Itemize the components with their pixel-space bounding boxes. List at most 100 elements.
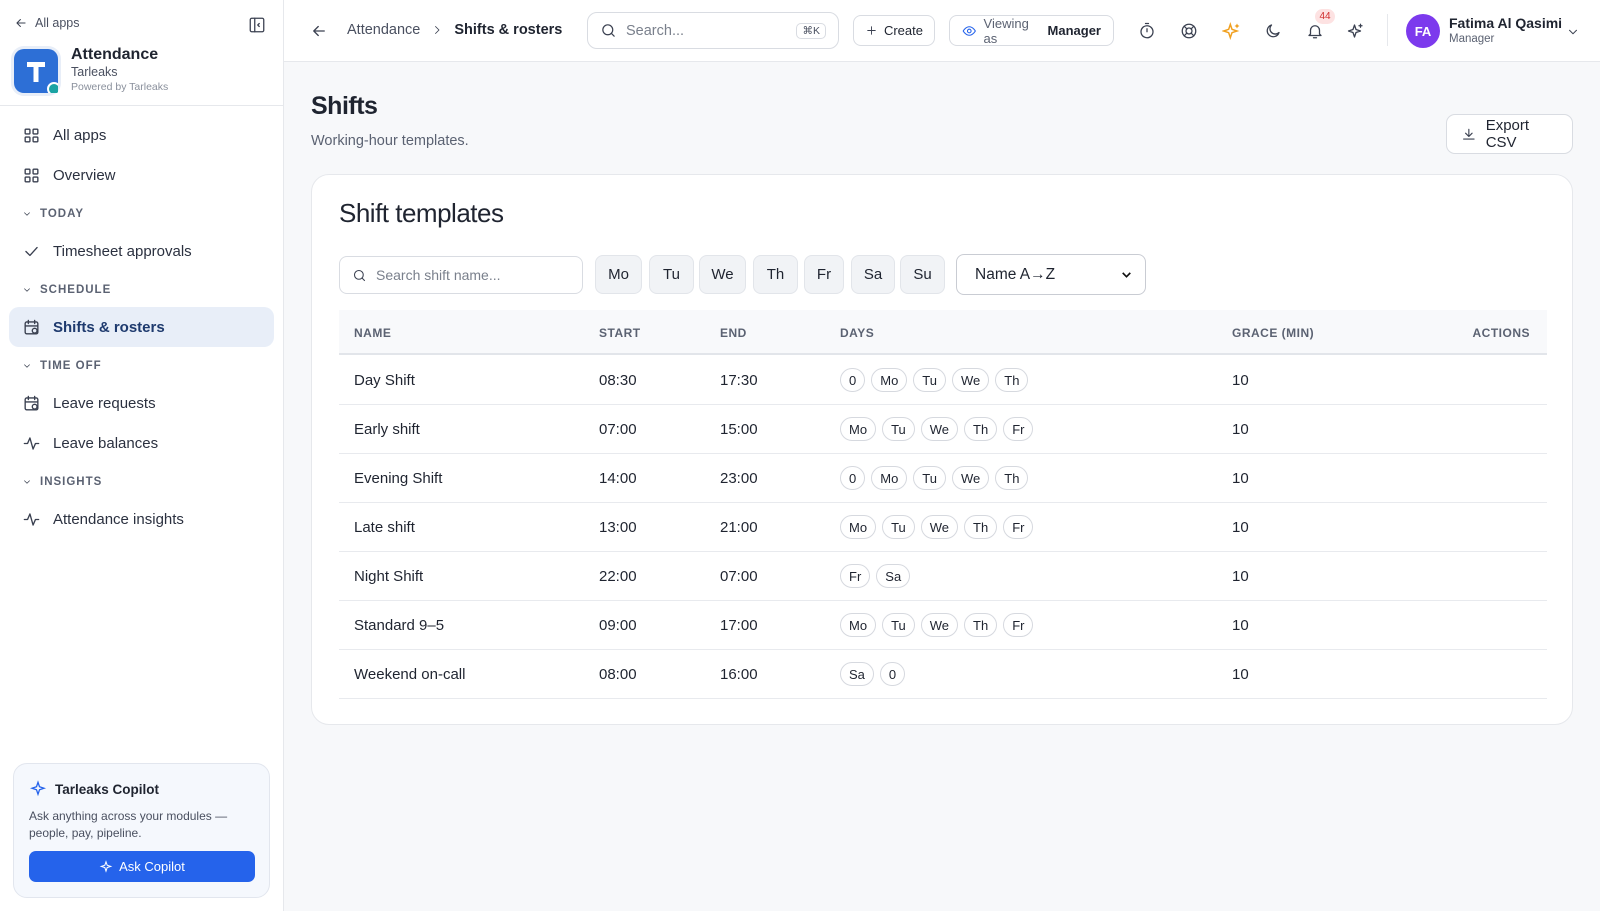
app-name: Attendance: [71, 46, 159, 63]
day-filter[interactable]: Sa: [851, 255, 895, 294]
sparkle-icon[interactable]: [1347, 22, 1365, 40]
back-button[interactable]: [310, 22, 328, 40]
nav-item[interactable]: All apps: [9, 115, 274, 155]
back-link[interactable]: All apps: [14, 16, 79, 30]
nav-icon: [23, 512, 40, 526]
sort-select[interactable]: Name A→Z: [956, 254, 1146, 295]
shift-days: Fr Sa: [840, 552, 916, 600]
section-title: TIME OFF: [40, 360, 102, 372]
shift-name: Night Shift: [354, 567, 424, 585]
shift-start: 22:00: [599, 567, 637, 585]
column-header: GRACE (MIN): [1232, 326, 1315, 340]
topbar: Attendance Shifts & rosters Search... ⌘K…: [284, 0, 1600, 62]
theme-icon[interactable]: [1264, 22, 1282, 40]
app-org: Tarleaks: [71, 65, 118, 79]
table-header: [339, 310, 1547, 355]
nav-label: Leave balances: [53, 434, 159, 452]
section-heading[interactable]: SCHEDULE: [22, 284, 111, 296]
day-pill: Fr: [1003, 417, 1034, 441]
chevron: [24, 212, 30, 216]
shift-name: Weekend on-call: [354, 665, 466, 683]
shift-start: 07:00: [599, 420, 637, 438]
shift-search-placeholder: Search shift name...: [376, 267, 501, 283]
nav-icon: [24, 319, 39, 335]
chevron: [24, 288, 30, 292]
avatar[interactable]: FA: [1406, 14, 1440, 48]
breadcrumb-item[interactable]: Attendance: [347, 22, 421, 38]
day-pill: Tu: [913, 466, 946, 490]
ai-icon[interactable]: [1222, 21, 1242, 41]
shift-days: Mo Tu We Th Fr: [840, 405, 1039, 453]
shift-grace: 10: [1232, 567, 1249, 585]
user-menu-chevron[interactable]: [1566, 25, 1580, 39]
day-pill: We: [920, 417, 959, 441]
nav-icon: [24, 127, 39, 143]
collapse-icon[interactable]: [248, 16, 266, 34]
viewing-label: Viewing as: [983, 15, 1029, 46]
day-pill: We: [920, 613, 959, 637]
nav-item[interactable]: Attendance insights: [9, 499, 274, 539]
help-icon[interactable]: [1180, 22, 1198, 40]
table-row[interactable]: Evening Shift 14:00 23:00 0 Mo Tu We Th 10: [339, 454, 1547, 503]
nav-label: All apps: [53, 126, 107, 144]
nav-item[interactable]: Leave requests: [9, 383, 274, 423]
sort-chevron: [1122, 272, 1131, 278]
table-row[interactable]: Night Shift 22:00 07:00 Fr Sa 10: [339, 552, 1547, 601]
viewing-as[interactable]: Viewing as Manager: [949, 15, 1114, 46]
shift-grace: 10: [1232, 371, 1249, 389]
bell-icon[interactable]: [1306, 22, 1324, 40]
nav-label: Attendance insights: [53, 510, 184, 528]
nav-icon: [24, 395, 39, 411]
day-pill: Fr: [1003, 515, 1034, 539]
user-name: Fatima Al Qasimi: [1449, 15, 1563, 31]
eye-icon: [962, 25, 976, 36]
shift-grace: 10: [1232, 469, 1249, 487]
nav-label: Shifts & rosters: [53, 318, 165, 336]
shift-start: 13:00: [599, 518, 637, 536]
column-header: NAME: [354, 326, 392, 340]
day-pill: Mo: [840, 417, 877, 441]
shift-search[interactable]: Search shift name...: [339, 256, 583, 294]
shift-days: Mo Tu We Th Fr: [840, 503, 1039, 551]
table-row[interactable]: Standard 9–5 09:00 17:00 Mo Tu We Th Fr 10: [339, 601, 1547, 650]
table-row[interactable]: Late shift 13:00 21:00 Mo Tu We Th Fr 10: [339, 503, 1547, 552]
table-row[interactable]: Early shift 07:00 15:00 Mo Tu We Th Fr 10: [339, 405, 1547, 454]
nav-item[interactable]: Shifts & rosters: [9, 307, 274, 347]
app-powered: Powered by Tarleaks: [71, 81, 169, 93]
nav-icon: [24, 167, 39, 183]
day-filter[interactable]: Mo: [595, 255, 642, 294]
nav-item[interactable]: Leave balances: [9, 423, 274, 463]
page-subtitle: Working-hour templates.: [311, 133, 469, 149]
table-row[interactable]: Weekend on-call 08:00 16:00 Sa 0 10: [339, 650, 1547, 699]
day-pill: Mo: [871, 368, 908, 392]
day-filter[interactable]: We: [699, 255, 746, 294]
shift-start: 08:30: [599, 371, 637, 389]
back-text: All apps: [35, 16, 80, 30]
day-filter[interactable]: Th: [753, 255, 798, 294]
copilot-button[interactable]: Ask Copilot: [29, 851, 255, 882]
day-filter[interactable]: Fr: [804, 255, 844, 294]
day-pill: Sa: [876, 564, 911, 588]
section-heading[interactable]: TIME OFF: [22, 360, 102, 372]
timer-icon[interactable]: [1138, 22, 1156, 40]
column-header: END: [720, 326, 747, 340]
nav-icon: [25, 246, 38, 256]
export-button[interactable]: Export CSV: [1446, 114, 1573, 154]
day-pill: Fr: [1003, 613, 1034, 637]
day-pill: We: [952, 368, 990, 392]
day-pill: Th: [964, 613, 998, 637]
nav-item[interactable]: Overview: [9, 155, 274, 195]
shift-days: Mo Tu We Th Fr: [840, 601, 1039, 649]
nav-item[interactable]: Timesheet approvals: [9, 231, 274, 271]
day-pill: Mo: [840, 613, 877, 637]
breadcrumb: Attendance Shifts & rosters: [347, 22, 562, 38]
section-heading[interactable]: TODAY: [22, 208, 84, 220]
day-filter[interactable]: Su: [900, 255, 945, 294]
day-filter[interactable]: Tu: [649, 255, 694, 294]
shift-days: 0 Mo Tu We Th: [840, 454, 1034, 502]
global-search[interactable]: Search... ⌘K: [587, 12, 839, 49]
create-button[interactable]: Create: [853, 15, 935, 46]
section-heading[interactable]: INSIGHTS: [22, 476, 102, 488]
copilot-icon: [29, 780, 47, 797]
table-row[interactable]: Day Shift 08:30 17:30 0 Mo Tu We Th 10: [339, 356, 1547, 405]
